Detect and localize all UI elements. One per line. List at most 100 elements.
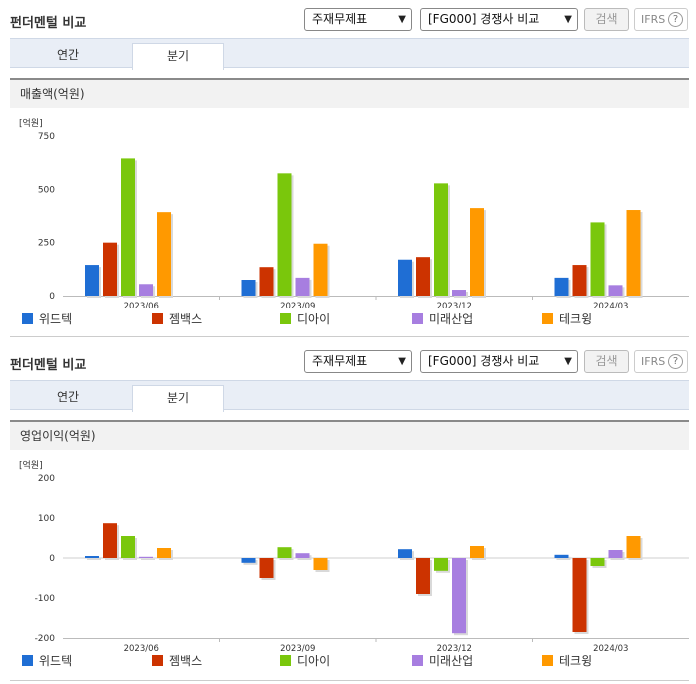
bar	[554, 277, 569, 296]
unit-label: [억원]	[19, 459, 43, 471]
chevron-down-icon: ▼	[564, 356, 572, 367]
ifrs-label: IFRS	[641, 13, 666, 26]
bar	[277, 173, 292, 296]
legend-swatch	[152, 655, 163, 666]
search-button[interactable]: 검색	[584, 8, 629, 31]
y-tick-label: 100	[38, 514, 55, 524]
statement-select[interactable]: 주재무제표 ▼	[304, 8, 412, 31]
x-tick-label: 2023/09	[280, 644, 315, 652]
bar	[590, 222, 605, 296]
x-tick-label: 2023/06	[124, 644, 159, 652]
legend-label: 테크윙	[559, 654, 593, 668]
legend-label: 위드텍	[39, 654, 73, 668]
bar	[434, 558, 448, 571]
legend-label: 미래산업	[429, 312, 474, 326]
bar	[295, 277, 310, 296]
divider	[10, 336, 689, 337]
bar	[85, 556, 99, 558]
bar	[313, 243, 328, 296]
bar-shadow	[141, 558, 155, 560]
search-button[interactable]: 검색	[584, 350, 629, 373]
bar	[241, 558, 256, 563]
bar	[139, 556, 153, 558]
legend-swatch	[22, 655, 33, 666]
y-tick-label: 250	[38, 239, 55, 249]
comparison-select[interactable]: [FG000] 경쟁사 비교 ▼	[420, 350, 578, 373]
y-tick-label: 0	[49, 554, 55, 564]
chart-legend: 위드텍 젬백스 디아이 미래산업 테크윙	[22, 654, 682, 670]
divider	[10, 680, 689, 681]
bar	[398, 259, 412, 296]
legend-swatch	[280, 655, 291, 666]
bar	[398, 549, 412, 558]
unit-label: [억원]	[19, 117, 43, 129]
y-tick-label: -100	[35, 594, 56, 604]
help-icon: ?	[668, 12, 683, 27]
legend-item[interactable]: 미래산업	[412, 654, 473, 668]
period-tabs: 연간 분기	[10, 38, 689, 70]
y-tick-label: 750	[38, 132, 55, 142]
bar	[241, 280, 256, 296]
legend-swatch	[412, 655, 423, 666]
legend-label: 테크윙	[559, 312, 593, 326]
revenue-chart: [억원] 0 250 500 750 2023/06 2023/09 2023/12 2024/…	[10, 108, 689, 338]
legend-swatch	[542, 655, 553, 666]
panel-title: 펀더멘털 비교	[10, 16, 87, 31]
legend-swatch	[152, 313, 163, 324]
x-tick-label: 2023/12	[437, 302, 472, 308]
legend-item[interactable]: 위드텍	[22, 312, 72, 326]
bar	[157, 548, 171, 558]
legend-label: 젬백스	[169, 312, 203, 326]
help-icon: ?	[668, 354, 683, 369]
chart-title: 매출액(억원)	[10, 78, 689, 108]
ifrs-label: IFRS	[641, 355, 666, 368]
comparison-select-value: [FG000] 경쟁사 비교	[428, 12, 540, 26]
legend-label: 위드텍	[39, 312, 73, 326]
chart-svg: [억원] -200 -100 0 100 200 2023/06 2023/09 2023/12…	[19, 459, 689, 652]
bar-shadow	[556, 556, 571, 560]
y-tick-label: 0	[49, 292, 55, 302]
legend-item[interactable]: 젬백스	[152, 654, 202, 668]
chevron-down-icon: ▼	[398, 356, 406, 367]
tab-annual[interactable]: 연간	[56, 390, 80, 404]
legend-item[interactable]: 디아이	[280, 654, 330, 668]
bar	[313, 558, 328, 570]
legend-item[interactable]: 테크윙	[542, 312, 592, 326]
tab-quarterly[interactable]: 분기	[132, 43, 224, 70]
legend-item[interactable]: 디아이	[280, 312, 330, 326]
tab-quarterly[interactable]: 분기	[132, 385, 224, 412]
operating-profit-chart: [억원] -200 -100 0 100 200 2023/06 2023/09 2023/12…	[10, 450, 689, 680]
chart-svg: [억원] 0 250 500 750 2023/06 2023/09 2023/12 2024/…	[19, 117, 689, 308]
comparison-select-value: [FG000] 경쟁사 비교	[428, 354, 540, 368]
bar	[608, 550, 623, 558]
panel-operating-profit: 펀더멘털 비교 주재무제표 ▼ [FG000] 경쟁사 비교 ▼ 검색 IFRS…	[0, 342, 696, 684]
legend-item[interactable]: 위드텍	[22, 654, 72, 668]
bar	[277, 547, 292, 558]
bar	[103, 242, 117, 296]
x-tick-label: 2023/06	[124, 302, 159, 308]
bar	[259, 267, 274, 296]
statement-select-value: 주재무제표	[312, 354, 368, 368]
bar	[416, 257, 430, 296]
tab-annual[interactable]: 연간	[56, 48, 80, 62]
bar	[416, 558, 430, 594]
chevron-down-icon: ▼	[564, 14, 572, 25]
panel-header: 펀더멘털 비교 주재무제표 ▼ [FG000] 경쟁사 비교 ▼ 검색 IFRS…	[0, 0, 696, 38]
ifrs-help-button[interactable]: IFRS ?	[634, 350, 688, 373]
legend-item[interactable]: 테크윙	[542, 654, 592, 668]
panel-title: 펀더멘털 비교	[10, 358, 87, 373]
bar	[572, 558, 587, 632]
statement-select[interactable]: 주재무제표 ▼	[304, 350, 412, 373]
comparison-select[interactable]: [FG000] 경쟁사 비교 ▼	[420, 8, 578, 31]
bar	[608, 285, 623, 296]
bar	[554, 554, 569, 558]
legend-item[interactable]: 미래산업	[412, 312, 473, 326]
legend-label: 디아이	[297, 312, 331, 326]
x-tick-label: 2024/03	[593, 302, 628, 308]
panel-header: 펀더멘털 비교 주재무제표 ▼ [FG000] 경쟁사 비교 ▼ 검색 IFRS…	[0, 342, 696, 380]
legend-item[interactable]: 젬백스	[152, 312, 202, 326]
bar	[572, 265, 587, 296]
legend-swatch	[542, 313, 553, 324]
bar	[121, 158, 135, 296]
ifrs-help-button[interactable]: IFRS ?	[634, 8, 688, 31]
